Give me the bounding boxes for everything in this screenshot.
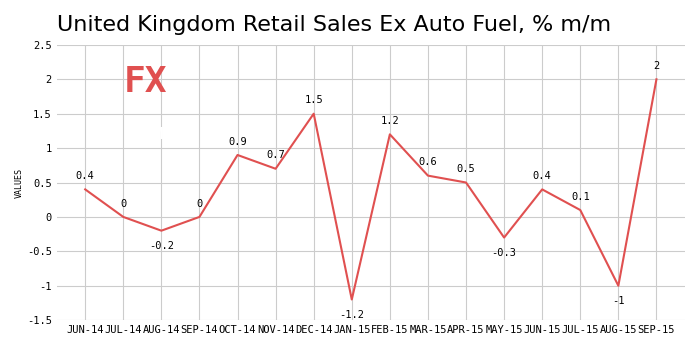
- Text: 0: 0: [196, 199, 202, 209]
- Text: TEAM: TEAM: [127, 127, 164, 142]
- Text: FX: FX: [123, 64, 167, 99]
- Text: 1.5: 1.5: [304, 96, 323, 105]
- Text: 0.9: 0.9: [228, 137, 247, 147]
- Text: -1.2: -1.2: [340, 310, 364, 320]
- Text: -0.2: -0.2: [149, 241, 174, 251]
- Text: 0.5: 0.5: [456, 164, 475, 174]
- Text: 0.6: 0.6: [419, 158, 438, 167]
- Y-axis label: VALUES: VALUES: [15, 168, 24, 197]
- Text: 0.1: 0.1: [571, 192, 589, 202]
- Text: 1.2: 1.2: [381, 116, 399, 126]
- Text: United Kingdom Retail Sales Ex Auto Fuel, % m/m: United Kingdom Retail Sales Ex Auto Fuel…: [57, 15, 611, 35]
- Text: 0.7: 0.7: [266, 150, 285, 161]
- Text: 0: 0: [120, 199, 127, 209]
- Text: 0.4: 0.4: [76, 171, 94, 181]
- Text: -1: -1: [612, 296, 624, 306]
- Text: 0.4: 0.4: [533, 171, 552, 181]
- Text: 2: 2: [653, 61, 659, 71]
- Text: -0.3: -0.3: [491, 248, 517, 258]
